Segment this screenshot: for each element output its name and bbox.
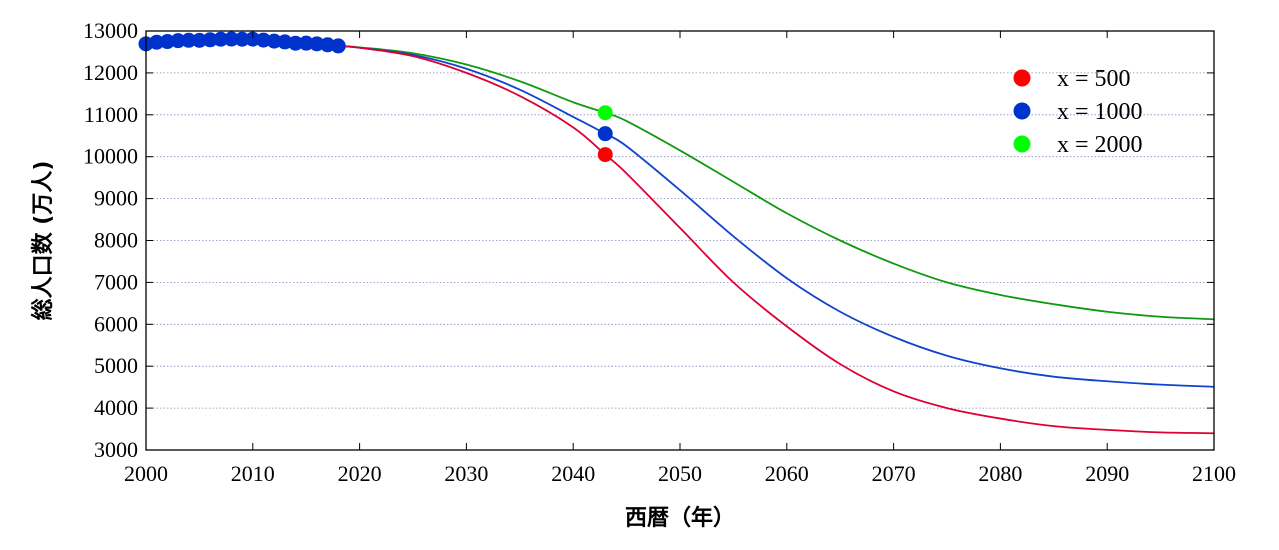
- series-line-1: [338, 45, 1215, 435]
- observed-point: [298, 35, 314, 51]
- x-tick-label: 2090: [1085, 461, 1129, 486]
- series-marker-1: [597, 147, 613, 163]
- x-tick-label: 2040: [551, 461, 595, 486]
- observed-point: [191, 32, 207, 48]
- observed-point: [159, 34, 175, 50]
- y-tick-label: 5000: [94, 353, 138, 378]
- axis-ticks: 3000 4000 5000 6000 7000 8000 9000 10000 11000 12…: [83, 18, 1236, 486]
- observed-point: [330, 38, 346, 54]
- x-tick-label: 2070: [872, 461, 916, 486]
- grid-lines: [146, 72, 1214, 409]
- x-tick-label: 2050: [658, 461, 702, 486]
- observed-point: [149, 34, 165, 50]
- observed-point: [234, 31, 250, 47]
- y-axis-title: 総人口数 (万人): [30, 161, 56, 321]
- x-tick-label: 2000: [124, 461, 168, 486]
- y-tick-label: 9000: [94, 186, 138, 211]
- legend-label-3: x = 2000: [1057, 132, 1143, 158]
- y-tick-label: 12000: [83, 60, 138, 85]
- legend-label-2: x = 1000: [1057, 99, 1143, 125]
- series-marker-3: [597, 105, 613, 121]
- y-tick-label: 10000: [83, 144, 138, 169]
- x-tick-label: 2020: [338, 461, 382, 486]
- legend-marker-3: [1013, 135, 1031, 153]
- series-marker-2: [597, 126, 613, 142]
- observed-point: [213, 31, 229, 47]
- legend-marker-1: [1013, 69, 1031, 87]
- y-tick-label: 13000: [83, 18, 138, 43]
- x-tick-label: 2060: [765, 461, 809, 486]
- y-tick-label: 6000: [94, 311, 138, 336]
- x-tick-label: 2030: [444, 461, 488, 486]
- series-lines: [338, 45, 1215, 435]
- observed-point: [266, 33, 282, 49]
- legend-marker-2: [1013, 102, 1031, 120]
- observed-point: [202, 32, 218, 48]
- series-line-3: [338, 45, 1215, 321]
- observed-point: [170, 33, 186, 49]
- observed-point: [223, 31, 239, 47]
- y-tick-label: 3000: [94, 437, 138, 462]
- x-axis-title: 西暦（年）: [625, 505, 735, 531]
- observed-point: [288, 35, 304, 51]
- legend-label-1: x = 500: [1057, 66, 1131, 92]
- x-tick-label: 2080: [978, 461, 1022, 486]
- series-line-2: [338, 45, 1215, 388]
- x-tick-label: 2010: [231, 461, 275, 486]
- x-tick-label: 2100: [1192, 461, 1236, 486]
- legend: x = 500 x = 1000 x = 2000: [1013, 66, 1143, 158]
- series-markers: [138, 31, 613, 163]
- observed-point: [181, 32, 197, 48]
- y-tick-label: 7000: [94, 269, 138, 294]
- y-tick-label: 8000: [94, 228, 138, 253]
- y-tick-label: 11000: [84, 102, 138, 127]
- y-tick-label: 4000: [94, 395, 138, 420]
